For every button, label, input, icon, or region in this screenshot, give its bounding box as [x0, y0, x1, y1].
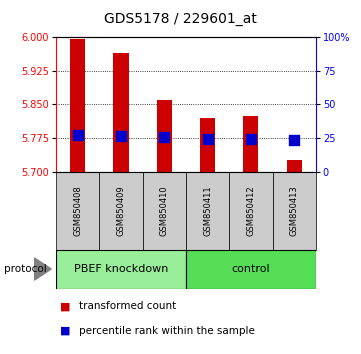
Bar [157, 100, 172, 172]
Point [75, 132, 81, 138]
Bar [99, 172, 143, 250]
Text: GSM850409: GSM850409 [117, 185, 125, 236]
Point [291, 137, 297, 143]
Polygon shape [34, 258, 51, 280]
Bar [186, 172, 229, 250]
Bar [143, 172, 186, 250]
Bar [70, 39, 85, 172]
Text: ■: ■ [60, 326, 70, 336]
Text: GSM850411: GSM850411 [203, 185, 212, 236]
Bar [56, 250, 186, 289]
Text: GSM850408: GSM850408 [73, 185, 82, 236]
Point [118, 133, 124, 139]
Bar [273, 172, 316, 250]
Text: control: control [232, 264, 270, 274]
Text: protocol: protocol [4, 264, 46, 274]
Text: PBEF knockdown: PBEF knockdown [74, 264, 168, 274]
Text: transformed count: transformed count [79, 301, 177, 311]
Point [205, 136, 210, 142]
Bar [229, 172, 273, 250]
Bar [200, 118, 215, 172]
Text: GSM850412: GSM850412 [247, 185, 255, 236]
Bar [287, 160, 302, 172]
Bar [186, 250, 316, 289]
Point [161, 135, 167, 140]
Bar [243, 116, 258, 172]
Text: percentile rank within the sample: percentile rank within the sample [79, 326, 255, 336]
Text: GDS5178 / 229601_at: GDS5178 / 229601_at [104, 12, 257, 27]
Text: GSM850410: GSM850410 [160, 185, 169, 236]
Text: GSM850413: GSM850413 [290, 185, 299, 236]
Bar [56, 172, 99, 250]
Text: ■: ■ [60, 301, 70, 311]
Point [248, 136, 254, 142]
Bar [113, 53, 129, 172]
